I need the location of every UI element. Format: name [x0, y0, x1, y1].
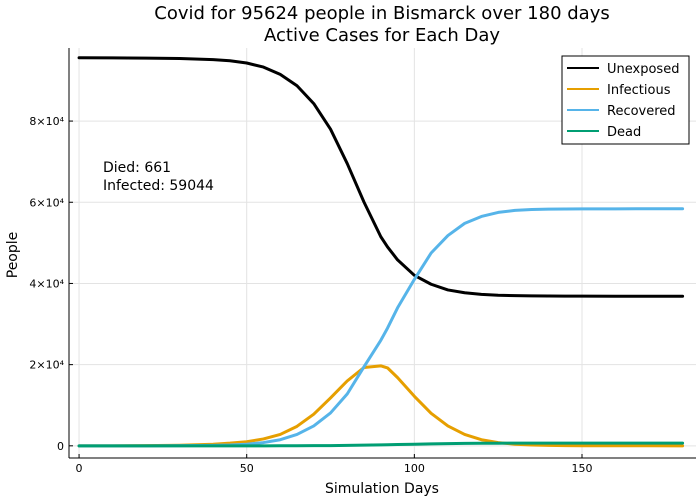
- axes: [68, 48, 696, 459]
- series-line-dead: [77, 441, 685, 448]
- y-axis-label: People: [5, 232, 21, 279]
- series-lines: [77, 56, 685, 448]
- legend-box: [561, 55, 690, 145]
- y-tick-label: 8×10⁴: [29, 115, 64, 128]
- x-tick-label: 100: [404, 462, 425, 475]
- annotation-died: Died: 661: [103, 160, 171, 176]
- legend-label-dead: Dead: [607, 125, 641, 140]
- y-tick-label: 4×10⁴: [29, 277, 64, 290]
- legend-label-recovered: Recovered: [607, 104, 676, 119]
- chart-title: Covid for 95624 people in Bismarck over …: [154, 3, 609, 24]
- legend-label-infectious: Infectious: [607, 83, 671, 98]
- ticks: 0 50 100 150 0 2×10⁴ 4×10⁴ 6×10⁴ 8×10⁴: [29, 115, 592, 475]
- series-line-recovered: [77, 207, 685, 448]
- x-axis-label: Simulation Days: [325, 481, 439, 497]
- chart-subtitle: Active Cases for Each Day: [264, 25, 500, 46]
- x-tick-label: 150: [572, 462, 593, 475]
- series-line-infectious: [77, 364, 685, 448]
- y-tick-label: 2×10⁴: [29, 359, 64, 372]
- x-tick-label: 50: [240, 462, 254, 475]
- legend-label-unexposed: Unexposed: [607, 62, 679, 77]
- x-tick-label: 0: [76, 462, 83, 475]
- y-tick-label: 0: [57, 440, 64, 453]
- y-tick-label: 6×10⁴: [29, 196, 64, 209]
- annotation-infected: Infected: 59044: [103, 178, 214, 194]
- series-line-unexposed: [77, 56, 685, 298]
- legend: Unexposed Infectious Recovered Dead: [561, 55, 690, 145]
